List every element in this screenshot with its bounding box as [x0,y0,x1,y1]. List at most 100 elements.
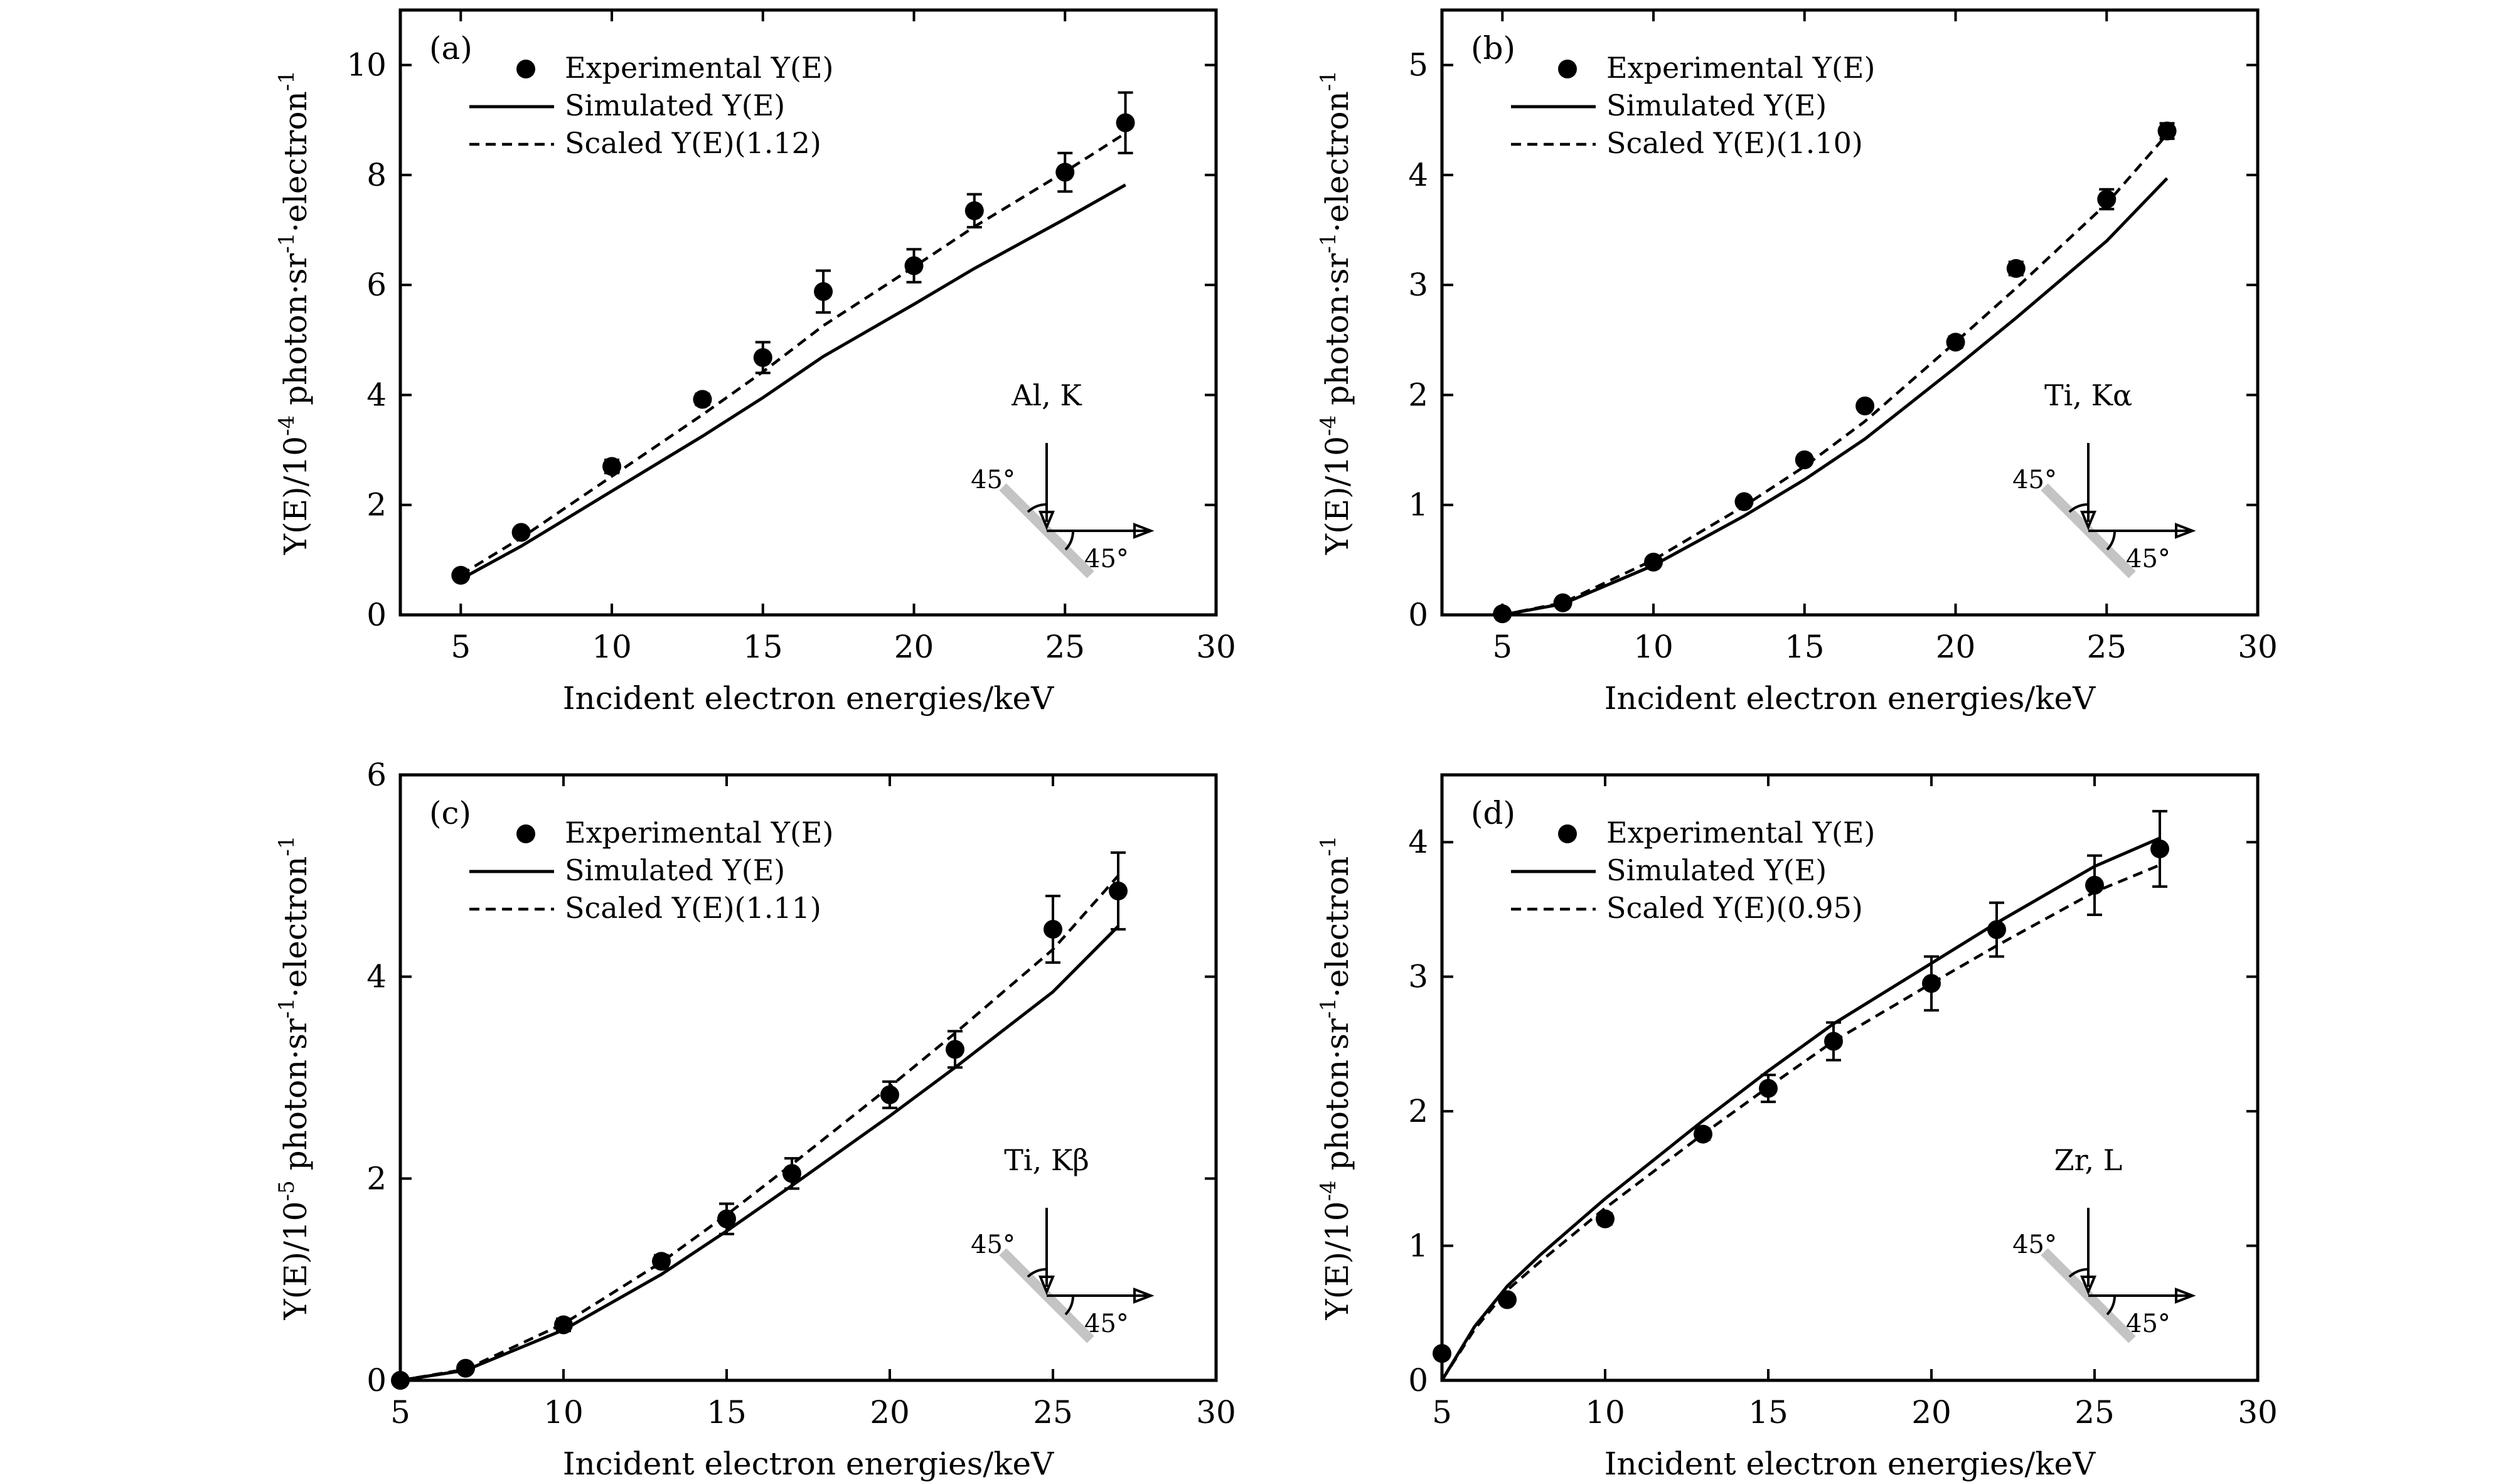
experimental-point [1987,901,2006,958]
panel-label: (d) [1471,795,1515,831]
label-part: Y(E)/10 [1319,1201,1355,1320]
simulated-curve [460,183,1126,581]
legend-label-scaled: Scaled Y(E)(1.11) [565,891,821,925]
chart-panel-1: 5 10 15 20 25 30 0 2 4 6 8 10 Incident electron ener… [274,8,1236,717]
experimental-point [1759,1074,1778,1104]
takeoff-angle-label: 45° [2126,1309,2170,1338]
y-axis-label: Y(E)/10-4 photon·sr-1·electron-1 [1316,836,1355,1321]
experimental-point [2006,259,2026,278]
experimental-point [2157,121,2177,141]
experimental-point [602,457,622,476]
label-part: photon·sr [1319,1018,1355,1180]
legend-label-simulated: Simulated Y(E) [1606,88,1827,122]
legend-label-scaled: Scaled Y(E)(1.10) [1606,126,1863,160]
data-point [1855,396,1875,415]
element-annotation: Ti, Kβ [1004,1143,1089,1177]
panel-label: (c) [429,795,471,831]
incidence-angle-label: 45° [971,1230,1015,1259]
data-point [456,1358,475,1378]
x-tick-label: 10 [1633,629,1674,665]
x-tick-label: 30 [1196,1394,1236,1431]
plot-frame [398,773,1218,1382]
experimental-point [1596,1209,1615,1229]
experimental-point [1734,492,1754,511]
experimental-point [1055,151,1075,193]
data-point [717,1209,736,1229]
data-point [652,1252,671,1271]
data-point [1055,163,1075,182]
experimental-point [1498,1290,1517,1309]
experimental-point [1493,604,1512,624]
incidence-angle-label: 45° [971,466,1015,494]
geometry-inset: 45° 45° [2012,443,2196,578]
y-tick-label: 6 [366,267,387,303]
incident-arrowhead [1038,1276,1055,1296]
experimental-point [1795,450,1814,469]
experimental-point [753,341,772,375]
legend-marker-experimental [516,824,535,843]
data-point [511,523,531,542]
experimental-point [1433,1344,1451,1363]
data-point [2085,875,2104,895]
y-tick-label: 3 [1408,267,1428,303]
experimental-point [1855,396,1875,415]
y-tick-label: 6 [366,757,387,793]
data-point [1553,593,1572,612]
takeoff-angle-arc [2106,530,2117,551]
data-point [1694,1124,1712,1144]
superscript: -1 [274,70,299,91]
data-point [1759,1079,1778,1098]
x-tick-label: 20 [870,1394,910,1431]
data-point [880,1085,899,1104]
x-tick-label: 25 [2086,629,2127,665]
legend-label-scaled: Scaled Y(E)(1.12) [565,126,821,160]
y-tick-label: 8 [366,157,387,193]
y-axis-label: Y(E)/10-5 photon·sr-1·electron-1 [274,836,314,1321]
data-point [1109,881,1128,900]
label-part: photon·sr [277,1018,314,1180]
experimental-point [554,1315,573,1335]
data-point [904,256,924,275]
experimental-point [2097,188,2117,211]
y-tick-label: 3 [1408,959,1428,995]
scaled-curve [1502,133,2169,617]
plot-frame [1440,8,2260,617]
legend-label-experimental: Experimental Y(E) [1606,816,1875,850]
y-tick-label: 4 [366,959,387,995]
experimental-point [693,390,712,409]
x-tick-label: 30 [2238,629,2278,665]
legend-marker-experimental [1558,824,1577,843]
data-point [782,1164,801,1183]
y-axis-label: Y(E)/10-4 photon·sr-1·electron-1 [274,70,314,555]
experimental-point [904,248,924,284]
legend: Experimental Y(E)Simulated Y(E) Scaled Y(… [469,816,833,925]
y-tick-label: 2 [366,487,387,523]
experimental-point [717,1202,736,1235]
takeoff-angle-arc [1064,530,1075,551]
y-tick-label: 2 [1408,376,1428,413]
data-point [1498,1290,1517,1309]
incidence-angle-arc [2068,503,2089,513]
x-tick-label: 5 [1492,629,1512,665]
data-point [1946,333,1965,352]
legend-label-simulated: Simulated Y(E) [565,853,785,887]
superscript: -4 [1316,415,1341,436]
experimental-point [1644,552,1663,572]
data-point [2157,121,2177,141]
takeoff-angle-label: 45° [2126,545,2170,573]
x-tick-label: 25 [1045,629,1085,665]
label-part: photon·sr [277,253,314,415]
x-tick-label: 20 [1936,629,1976,665]
label-part: ·electron [1319,91,1355,232]
superscript: -1 [1316,836,1341,856]
y-axis-label: Y(E)/10-4 photon·sr-1·electron-1 [1316,70,1355,555]
element-annotation: Ti, Kα [2044,378,2132,412]
panel-label: (a) [429,30,472,67]
incidence-angle-label: 45° [2012,1230,2057,1259]
takeoff-angle-label: 45° [1084,545,1129,573]
plot-frame [398,8,1218,617]
legend-marker-experimental [1558,60,1577,78]
data-point [946,1040,964,1059]
y-tick-label: 5 [1408,47,1428,83]
data-point [753,348,772,367]
